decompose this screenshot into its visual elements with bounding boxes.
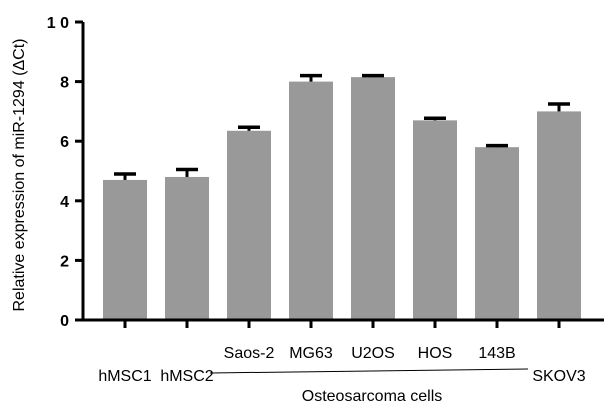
bar-mg63 xyxy=(289,81,333,320)
y-tick-label: 4 xyxy=(60,194,69,211)
y-tick-label: 6 xyxy=(60,134,69,151)
category-label: Saos-2 xyxy=(224,345,275,362)
bar-skov3 xyxy=(537,111,581,321)
category-label: hMSC1 xyxy=(98,368,151,385)
group-bracket-line xyxy=(209,368,529,374)
category-label: HOS xyxy=(418,345,453,362)
y-tick-label: 0 xyxy=(60,313,69,330)
y-axis-label: Relative expression of miR-1294 (ΔCt) xyxy=(11,38,28,311)
group-label: Osteosarcoma cells xyxy=(302,388,443,405)
bar-143b xyxy=(475,147,519,320)
bar-u2os xyxy=(351,77,395,320)
error-bars xyxy=(114,73,570,180)
y-tick-label: 8 xyxy=(60,75,69,92)
category-label: hMSC2 xyxy=(160,368,213,385)
bar-hos xyxy=(413,120,457,320)
category-label: MG63 xyxy=(289,345,333,362)
category-labels: hMSC1 hMSC2 Saos-2 MG63 U2OS HOS 143B SKOV3 xyxy=(98,345,585,385)
category-label: 143B xyxy=(478,345,515,362)
bar-hmsc2 xyxy=(165,176,209,320)
y-tick-label: 1 0 xyxy=(47,15,69,32)
x-axis xyxy=(82,318,604,328)
bars xyxy=(103,77,581,321)
category-label: U2OS xyxy=(351,345,395,362)
bar-hmsc1 xyxy=(103,179,147,320)
bar-saos-2 xyxy=(227,130,271,320)
y-axis: 0 2 4 6 8 1 0 xyxy=(47,15,85,330)
y-tick-label: 2 xyxy=(60,253,69,270)
category-label: SKOV3 xyxy=(532,368,585,385)
